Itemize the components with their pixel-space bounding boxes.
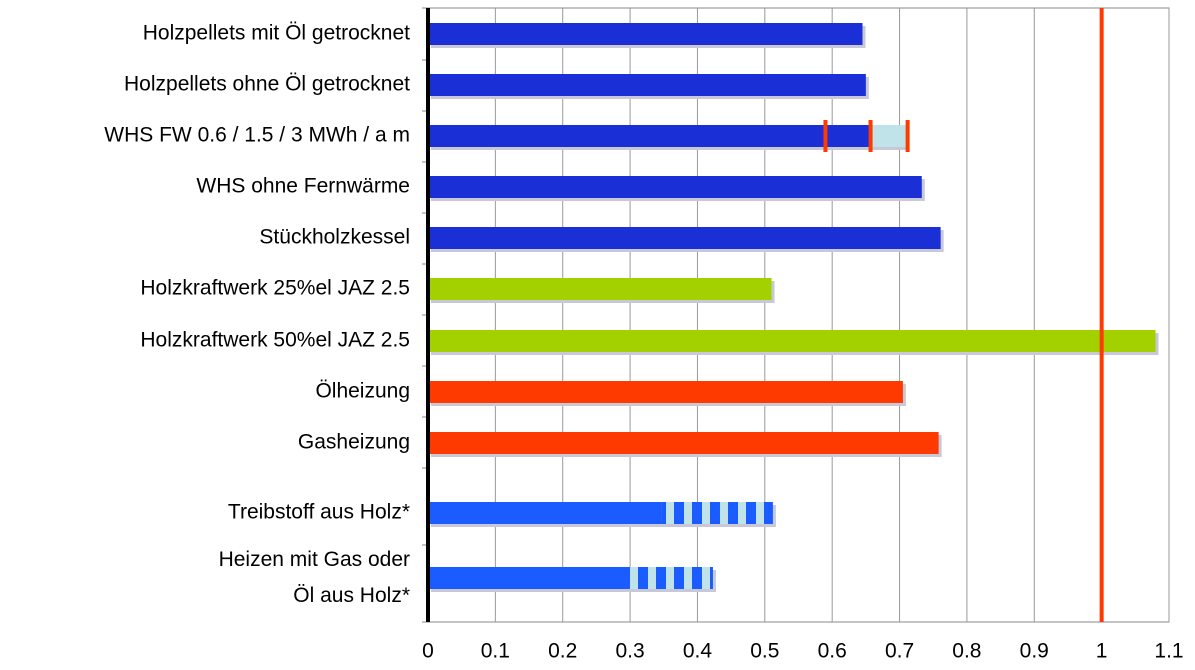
y-tick-label: Holzkraftwerk 50%el JAZ 2.5: [140, 329, 410, 352]
x-tick-label: 0.1: [481, 640, 510, 663]
bar: [428, 432, 939, 454]
x-tick-label: 0.9: [1020, 640, 1049, 663]
x-tick-label: 0: [422, 640, 434, 663]
x-tick-label: 0.8: [952, 640, 981, 663]
y-tick-label: Heizen mit Gas oder Öl aus Holz*: [219, 548, 410, 607]
marker: [905, 120, 910, 152]
y-tick-label: Holzpellets mit Öl getrocknet: [143, 22, 410, 45]
x-tick-label: 0.2: [548, 640, 577, 663]
bar: [428, 74, 866, 96]
bar: [428, 176, 922, 198]
bar-extension: [630, 567, 713, 589]
bar: [428, 502, 662, 524]
y-tick-label: Gasheizung: [298, 431, 410, 454]
y-tick-label: Holzkraftwerk 25%el JAZ 2.5: [140, 277, 410, 300]
y-tick-label: Holzpellets ohne Öl getrocknet: [124, 73, 410, 96]
x-tick-label: 0.4: [683, 640, 713, 663]
y-tick-label: Stückholzkessel: [259, 226, 410, 249]
x-tick-label: 0.7: [885, 640, 914, 663]
x-tick-label: 0.3: [615, 640, 644, 663]
marker: [868, 120, 873, 152]
bar: [428, 125, 870, 147]
y-tick-label: WHS ohne Fernwärme: [196, 175, 410, 198]
y-tick-label: WHS FW 0.6 / 1.5 / 3 MWh / a m: [104, 124, 410, 147]
marker: [823, 120, 828, 152]
x-tick-label: 0.5: [750, 640, 779, 663]
bar: [428, 330, 1156, 352]
bar-extension: [869, 125, 907, 147]
bar-extension: [661, 502, 773, 524]
x-tick-label: 0.6: [818, 640, 847, 663]
bar: [428, 227, 941, 249]
bar: [428, 381, 903, 403]
y-tick-label: Ölheizung: [315, 380, 410, 403]
x-tick-label: 1.1: [1154, 640, 1183, 663]
bar: [428, 23, 863, 45]
bar: [428, 567, 631, 589]
y-tick-label: Treibstoff aus Holz*: [228, 501, 410, 524]
plot-frame: [427, 7, 1170, 623]
bar: [428, 278, 772, 300]
x-tick-label: 1: [1096, 640, 1108, 663]
